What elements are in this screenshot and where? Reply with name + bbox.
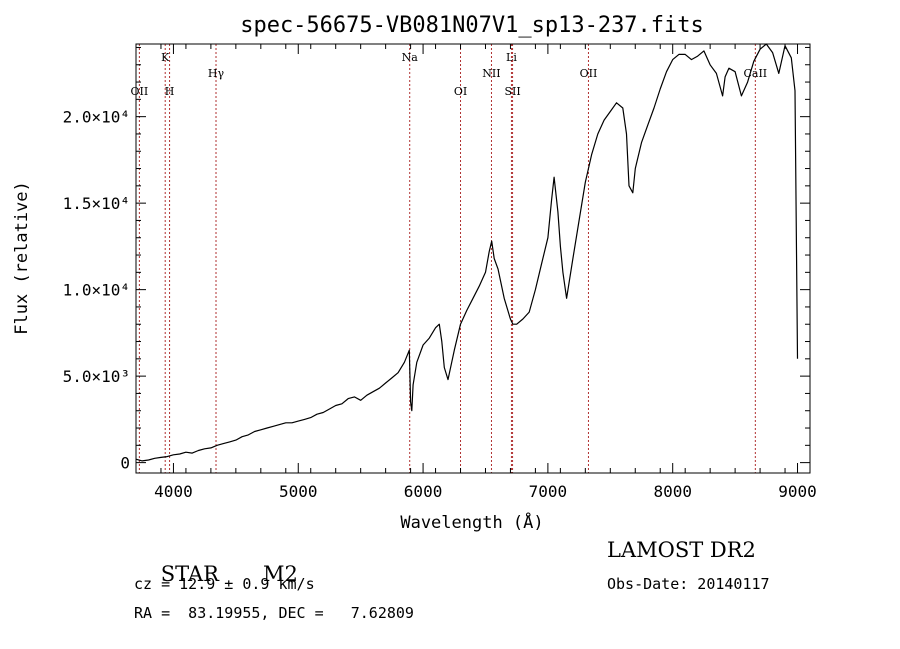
y-tick-label: 2.0×10⁴ <box>63 108 130 127</box>
x-tick-label: 9000 <box>778 482 817 501</box>
object-class: STAR M2 <box>134 538 298 610</box>
spectral-line-label: K <box>161 51 170 64</box>
x-axis: 4000 5000 6000 7000 8000 9000 <box>135 44 817 501</box>
series-layer <box>135 43 799 462</box>
spectral-line-label: Li <box>506 51 517 64</box>
chart-title: spec-56675-VB081N07V1_sp13-237.fits <box>240 13 704 38</box>
spectral-line-label: OII <box>131 85 149 98</box>
object-subclass: M2 <box>262 562 298 586</box>
y-axis: 0 5.0×10³ 1.0×10⁴ 1.5×10⁴ 2.0×10⁴ <box>63 46 810 473</box>
plot-frame <box>135 43 811 474</box>
spectral-line-label: OI <box>454 85 467 98</box>
survey-name: LAMOST DR2 <box>607 538 756 562</box>
x-tick-label: 6000 <box>404 482 443 501</box>
spectral-line-label: SII <box>504 85 520 98</box>
spectral-line-label: H <box>165 85 175 98</box>
x-tick-label: 5000 <box>279 482 318 501</box>
spectral-line-label: CaII <box>743 67 767 80</box>
obs-date-line: Obs-Date: 20140117 <box>607 575 770 593</box>
x-axis-label: Wavelength (Å) <box>400 511 543 533</box>
x-tick-label: 7000 <box>529 482 568 501</box>
spectral-line-label: OII <box>580 67 598 80</box>
coordinates-line: RA = 83.19955, DEC = 7.62809 <box>134 604 414 622</box>
spectral-line-markers: OII K H Hγ Na OI NII Li SII OII CaII <box>131 44 767 473</box>
flux-series-line <box>135 43 799 462</box>
x-tick-label: 4000 <box>154 482 193 501</box>
spectral-line-label: Na <box>402 51 419 64</box>
y-tick-label: 1.0×10⁴ <box>63 281 130 300</box>
y-tick-label: 1.5×10⁴ <box>63 194 130 213</box>
y-tick-label: 0 <box>120 454 130 473</box>
y-tick-label: 5.0×10³ <box>63 367 130 386</box>
x-tick-label: 8000 <box>653 482 692 501</box>
y-axis-label: Flux (relative) <box>12 181 32 335</box>
redshift-line: cz = 12.9 ± 0.9 km/s <box>134 575 315 593</box>
spectral-line-label: NII <box>482 67 500 80</box>
spectral-line-label: Hγ <box>208 67 225 80</box>
object-type: STAR <box>160 562 219 586</box>
